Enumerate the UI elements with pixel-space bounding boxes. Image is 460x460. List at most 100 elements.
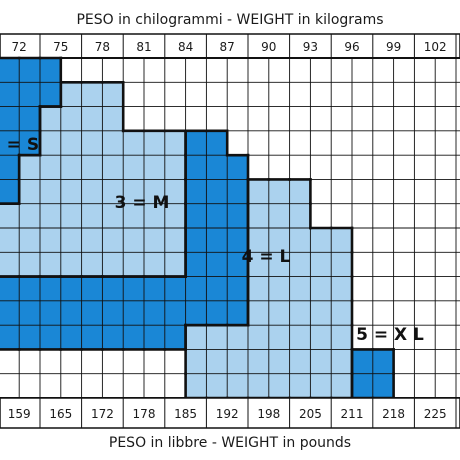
cell-4=L [0, 325, 20, 350]
cell-3=M [40, 179, 62, 205]
cell-empty [435, 276, 457, 302]
cell-4=L [123, 325, 145, 350]
cell-3=M [164, 155, 186, 180]
cell-empty [435, 155, 457, 180]
cell-5=XL [248, 373, 270, 399]
cell-5=XL [227, 373, 249, 399]
kg-tick-label: 90 [261, 40, 276, 54]
region-label-4=L: 4 = L [242, 247, 291, 267]
cell-4=L [206, 252, 228, 277]
kg-band [0, 33, 460, 59]
cell-empty [414, 106, 436, 132]
cell-5=XL [331, 349, 353, 375]
cell-4=L [185, 179, 207, 205]
cell-4=L [185, 155, 207, 180]
cell-empty [352, 106, 374, 132]
cell-2=S [0, 155, 20, 180]
cell-empty [60, 349, 82, 375]
cell-empty [144, 58, 166, 83]
cell-empty [289, 106, 311, 132]
cell-empty [393, 373, 415, 399]
cell-empty [372, 300, 394, 326]
cell-empty [372, 82, 394, 107]
cell-empty [352, 203, 374, 229]
cell-5=XL [310, 276, 332, 302]
kg-tick-label: 72 [12, 40, 27, 54]
cell-empty [331, 130, 353, 156]
cell-6=XXL [352, 373, 374, 399]
cell-3=M [164, 130, 186, 156]
lb-band [0, 397, 460, 429]
cell-empty [393, 203, 415, 229]
kg-tick-label: 99 [386, 40, 401, 54]
cell-empty [393, 252, 415, 277]
cell-empty [352, 155, 374, 180]
cell-empty [414, 58, 436, 83]
cell-3=M [144, 155, 166, 180]
cell-empty [456, 276, 460, 302]
lb-tick-label: 225 [424, 407, 447, 421]
cell-5=XL [248, 203, 270, 229]
cell-3=M [60, 82, 82, 107]
cell-empty [185, 58, 207, 83]
cell-4=L [0, 276, 20, 302]
cell-empty [372, 155, 394, 180]
cell-5=XL [331, 300, 353, 326]
cell-3=M [19, 155, 41, 180]
lb-tick-label: 218 [382, 407, 405, 421]
cell-3=M [60, 252, 82, 277]
cell-5=XL [331, 325, 353, 350]
cell-4=L [227, 228, 249, 253]
cell-3=M [123, 155, 145, 180]
lb-tick-label: 165 [49, 407, 72, 421]
cell-empty [310, 130, 332, 156]
cell-empty [227, 130, 249, 156]
cell-empty [164, 58, 186, 83]
cell-empty [456, 155, 460, 180]
cell-empty [435, 373, 457, 399]
cell-5=XL [310, 349, 332, 375]
cell-empty [185, 106, 207, 132]
cell-3=M [60, 228, 82, 253]
cell-3=M [164, 179, 186, 205]
cell-empty [435, 203, 457, 229]
cell-empty [352, 276, 374, 302]
cell-empty [227, 58, 249, 83]
cell-5=XL [248, 179, 270, 205]
cell-5=XL [248, 228, 270, 253]
cell-4=L [102, 325, 124, 350]
cell-empty [372, 252, 394, 277]
cell-empty [144, 106, 166, 132]
cell-3=M [81, 130, 103, 156]
cell-empty [331, 82, 353, 107]
cell-2=S [19, 130, 41, 156]
cell-5=XL [268, 252, 290, 277]
cell-3=M [123, 179, 145, 205]
cell-empty [331, 179, 353, 205]
cell-empty [414, 349, 436, 375]
cell-2=S [0, 82, 20, 107]
cell-empty [393, 300, 415, 326]
cell-empty [268, 130, 290, 156]
cell-4=L [164, 325, 186, 350]
cell-5=XL [248, 325, 270, 350]
cell-empty [393, 155, 415, 180]
cell-4=L [227, 276, 249, 302]
cell-5=XL [289, 252, 311, 277]
cell-empty [456, 106, 460, 132]
cell-empty [144, 349, 166, 375]
cell-4=L [206, 130, 228, 156]
cell-2=S [0, 130, 20, 156]
cell-5=XL [289, 228, 311, 253]
cell-empty [456, 300, 460, 326]
cell-empty [372, 228, 394, 253]
cell-empty [144, 373, 166, 399]
lb-tick-label: 211 [341, 407, 364, 421]
cell-3=M [0, 252, 20, 277]
cell-empty [164, 349, 186, 375]
cell-5=XL [206, 325, 228, 350]
cell-empty [19, 349, 41, 375]
cell-empty [289, 155, 311, 180]
cell-5=XL [289, 300, 311, 326]
cell-5=XL [268, 373, 290, 399]
